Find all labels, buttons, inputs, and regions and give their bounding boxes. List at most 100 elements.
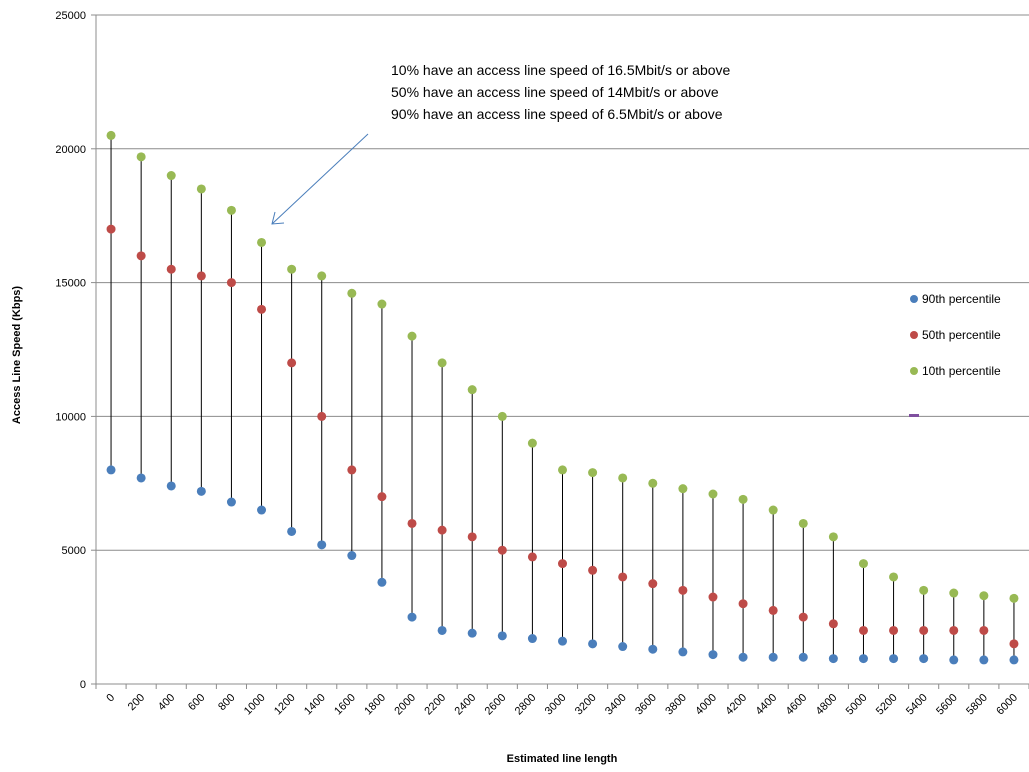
x-tick-label: 3800 (663, 692, 689, 718)
point-50th-percentile (467, 532, 477, 542)
point-50th-percentile (588, 565, 598, 575)
point-10th-percentile (166, 171, 176, 181)
point-10th-percentile (527, 438, 537, 448)
annotation: 10% have an access line speed of 16.5Mbi… (271, 62, 731, 225)
point-50th-percentile (106, 224, 116, 234)
annotation-line-1: 10% have an access line speed of 16.5Mbi… (391, 62, 731, 78)
point-50th-percentile (858, 625, 868, 635)
point-10th-percentile (558, 465, 567, 475)
legend-marker (910, 295, 918, 303)
point-10th-percentile (317, 271, 327, 281)
point-90th-percentile (768, 652, 778, 662)
point-10th-percentile (919, 585, 929, 595)
point-90th-percentile (889, 654, 899, 664)
point-10th-percentile (437, 358, 447, 368)
point-90th-percentile (106, 465, 116, 475)
legend-label: 50th percentile (922, 328, 1001, 342)
y-tick-label: 0 (80, 679, 86, 691)
x-tick-label: 4600 (784, 692, 810, 718)
x-tick-label: 2800 (513, 692, 539, 718)
point-50th-percentile (768, 605, 778, 615)
x-tick-label: 4200 (723, 692, 749, 718)
point-50th-percentile (317, 411, 327, 421)
point-10th-percentile (287, 264, 297, 274)
point-90th-percentile (136, 473, 146, 483)
legend: 90th percentile 50th percentile 10th perce… (910, 292, 1001, 378)
point-10th-percentile (768, 505, 778, 515)
y-tick-label: 5000 (62, 545, 86, 557)
point-10th-percentile (196, 184, 206, 194)
point-90th-percentile (828, 654, 838, 664)
point-90th-percentile (317, 540, 327, 550)
point-10th-percentile (1009, 593, 1019, 603)
point-10th-percentile (588, 468, 598, 478)
point-50th-percentile (618, 572, 628, 582)
point-50th-percentile (798, 612, 808, 622)
x-tick-label: 5000 (844, 692, 870, 718)
x-tick-label: 4400 (754, 692, 780, 718)
point-10th-percentile (377, 299, 387, 309)
point-10th-percentile (407, 331, 417, 341)
x-tick-label: 4000 (693, 692, 719, 718)
point-10th-percentile (678, 484, 688, 494)
x-tick-label: 5800 (964, 692, 990, 718)
x-tick-label: 0 (104, 692, 117, 705)
point-90th-percentile (226, 497, 236, 507)
point-50th-percentile (678, 585, 688, 595)
point-10th-percentile (497, 411, 507, 421)
point-50th-percentile (558, 559, 567, 569)
range-lines (110, 135, 1015, 660)
annotation-arrowhead (271, 211, 285, 225)
stray-marker (909, 414, 919, 417)
point-50th-percentile (136, 251, 146, 261)
y-tick-label: 25000 (55, 10, 86, 22)
point-50th-percentile (257, 304, 267, 314)
point-10th-percentile (347, 288, 357, 298)
legend-marker (910, 367, 918, 375)
point-50th-percentile (166, 264, 176, 274)
point-90th-percentile (919, 654, 929, 664)
x-tick-label: 1000 (242, 692, 268, 718)
point-10th-percentile (136, 152, 146, 162)
point-90th-percentile (257, 505, 267, 515)
point-90th-percentile (678, 647, 688, 657)
x-tick-label: 2400 (453, 692, 479, 718)
point-50th-percentile (377, 492, 387, 502)
x-tick-label: 1200 (272, 692, 298, 718)
x-axis-title: Estimated line length (507, 753, 618, 765)
point-10th-percentile (949, 588, 959, 598)
x-tick-label: 2600 (483, 692, 509, 718)
x-tick-label: 200 (126, 692, 147, 713)
x-tick-label: 4800 (814, 692, 840, 718)
point-90th-percentile (377, 577, 387, 587)
point-50th-percentile (889, 625, 899, 635)
point-10th-percentile (648, 478, 658, 488)
point-90th-percentile (858, 654, 868, 664)
point-50th-percentile (497, 545, 507, 555)
point-50th-percentile (407, 518, 417, 528)
point-50th-percentile (828, 619, 838, 629)
point-10th-percentile (858, 559, 868, 569)
point-90th-percentile (347, 551, 357, 561)
point-10th-percentile (106, 130, 116, 140)
axes (91, 14, 1029, 689)
point-90th-percentile (407, 612, 417, 622)
x-tick-label: 1400 (302, 692, 328, 718)
y-tick-label: 15000 (55, 278, 86, 290)
point-90th-percentile (497, 631, 507, 641)
legend-marker (910, 331, 918, 339)
point-10th-percentile (708, 489, 718, 499)
annotation-line-2: 50% have an access line speed of 14Mbit/… (391, 84, 719, 100)
point-90th-percentile (196, 486, 206, 496)
legend-label: 10th percentile (922, 364, 1001, 378)
point-90th-percentile (618, 642, 628, 652)
x-tick-label: 6000 (994, 692, 1020, 718)
point-50th-percentile (437, 525, 447, 535)
x-tick-label: 600 (186, 692, 207, 713)
x-tick-label: 5400 (904, 692, 930, 718)
y-axis-title: Access Line Speed (Kbps) (11, 286, 23, 424)
point-90th-percentile (166, 481, 176, 491)
point-50th-percentile (347, 465, 357, 475)
